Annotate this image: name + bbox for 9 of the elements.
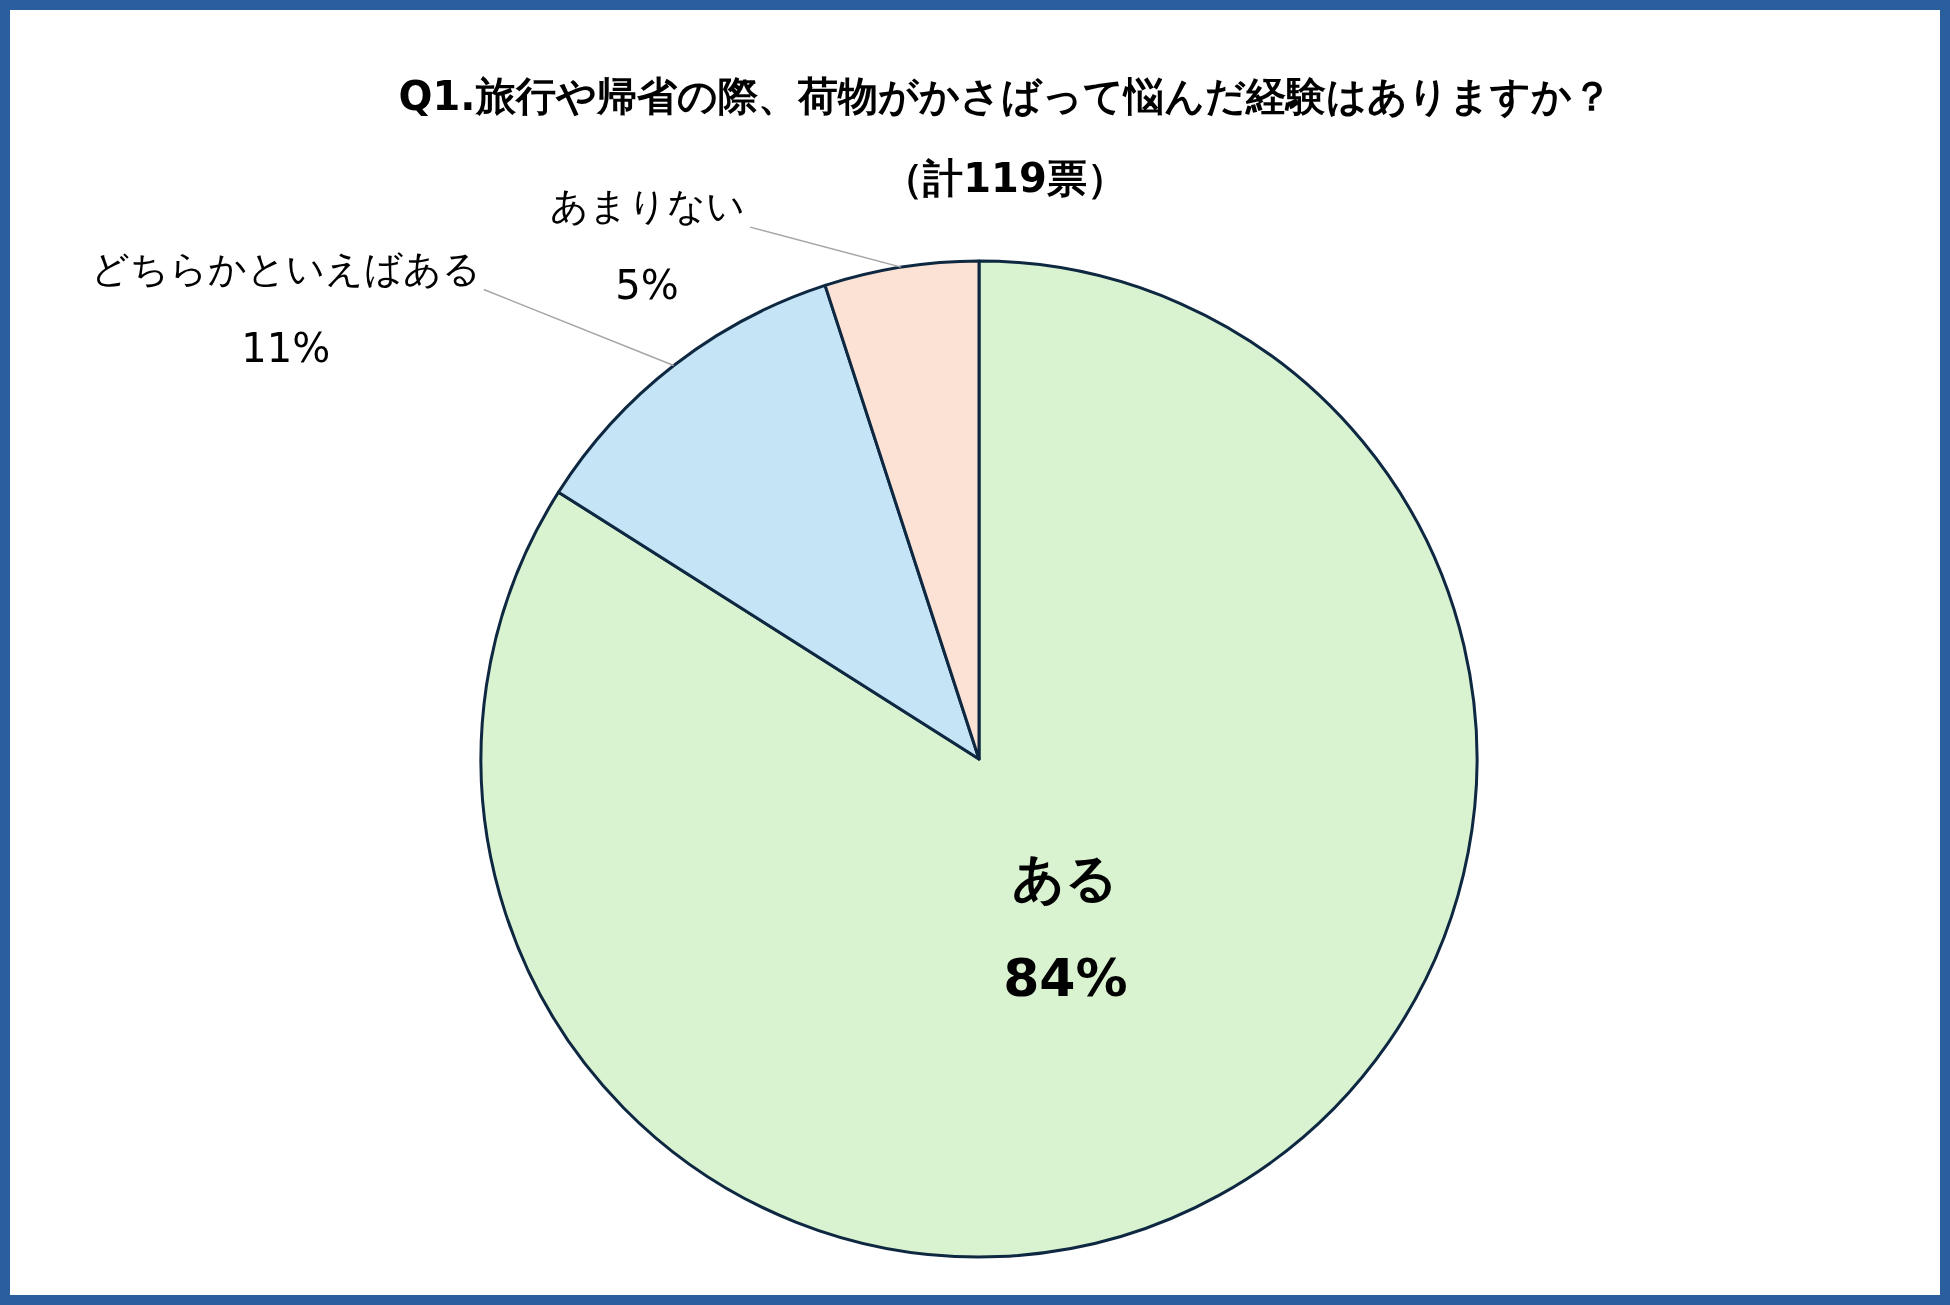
slice-label: どちらかといえばある	[90, 246, 481, 291]
slice-label: ある	[1012, 848, 1119, 909]
chart-title: Q1.旅行や帰省の際、荷物がかさばって悩んだ経験はありますか？	[398, 73, 1612, 119]
data-label: 84%	[1003, 948, 1128, 1009]
chart-subtitle: （計119票）	[883, 155, 1127, 201]
slice-label: あまりない	[549, 184, 745, 229]
data-label: 11%	[241, 324, 331, 371]
pie-slice	[480, 259, 1479, 1258]
data-label: 5%	[615, 262, 679, 309]
